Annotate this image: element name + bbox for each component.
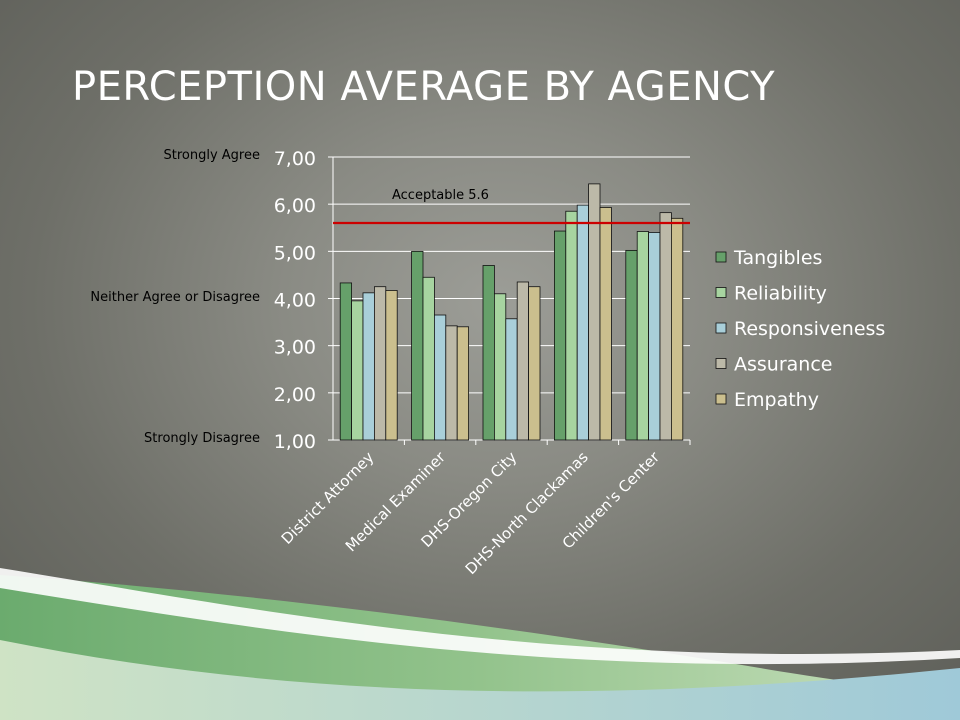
- scale-label-strongly-disagree: Strongly Disagree: [144, 431, 260, 446]
- legend-swatch-reliability: [715, 287, 727, 298]
- y-tick-label: 5,00: [274, 242, 316, 264]
- legend-label-responsiveness: Responsiveness: [734, 318, 885, 340]
- bar-empathy-0: [385, 290, 398, 441]
- legend-swatch-assurance: [715, 358, 727, 369]
- bar-tangibles-0: [339, 282, 353, 441]
- bar-responsiveness-2: [505, 318, 518, 441]
- wave-blue-band: [0, 640, 960, 720]
- scale-label-neutral: Neither Agree or Disagree: [90, 290, 260, 305]
- bar-assurance-0: [373, 286, 387, 441]
- y-tick-label: 3,00: [274, 337, 316, 359]
- bar-reliability-2: [493, 293, 507, 441]
- acceptable-threshold-label: Acceptable 5.6: [392, 188, 489, 203]
- bar-responsiveness-4: [648, 232, 661, 441]
- slide-title: PERCEPTION AVERAGE BY AGENCY: [72, 64, 776, 110]
- legend-label-tangibles: Tangibles: [733, 247, 822, 269]
- legend-swatch-responsiveness: [715, 322, 727, 334]
- bar-empathy-4: [671, 217, 684, 441]
- legend-label-assurance: Assurance: [734, 354, 832, 376]
- y-tick-label: 2,00: [274, 384, 316, 406]
- y-tick-label: 6,00: [274, 195, 316, 217]
- bar-assurance-1: [445, 325, 458, 441]
- y-tick-label: 1,00: [274, 431, 316, 453]
- bar-reliability-3: [565, 210, 578, 441]
- bar-assurance-4: [659, 212, 672, 441]
- bar-reliability-1: [422, 276, 435, 441]
- bar-empathy-1: [456, 326, 470, 441]
- wave-white-band: [0, 568, 960, 665]
- bar-tangibles-1: [411, 250, 424, 441]
- legend-swatch-empathy: [715, 393, 727, 405]
- bar-empathy-3: [599, 207, 612, 441]
- scale-label-strongly-agree: Strongly Agree: [163, 148, 261, 163]
- y-tick-label: 7,00: [274, 148, 316, 170]
- bar-responsiveness-0: [362, 292, 375, 441]
- legend-label-reliability: Reliability: [734, 283, 827, 305]
- bar-reliability-0: [351, 300, 364, 441]
- bar-responsiveness-1: [433, 314, 447, 441]
- bar-tangibles-2: [482, 265, 495, 441]
- x-tick-label: DHS-North Clackamas: [462, 448, 592, 578]
- bar-assurance-2: [516, 281, 530, 441]
- y-tick-label: 4,00: [274, 290, 316, 312]
- bar-tangibles-3: [554, 230, 567, 441]
- bar-reliability-4: [636, 231, 650, 441]
- legend-label-empathy: Empathy: [734, 389, 819, 411]
- bar-empathy-2: [528, 286, 541, 441]
- legend-swatch-tangibles: [715, 251, 727, 263]
- bar-responsiveness-3: [576, 204, 590, 441]
- bar-tangibles-4: [625, 249, 638, 441]
